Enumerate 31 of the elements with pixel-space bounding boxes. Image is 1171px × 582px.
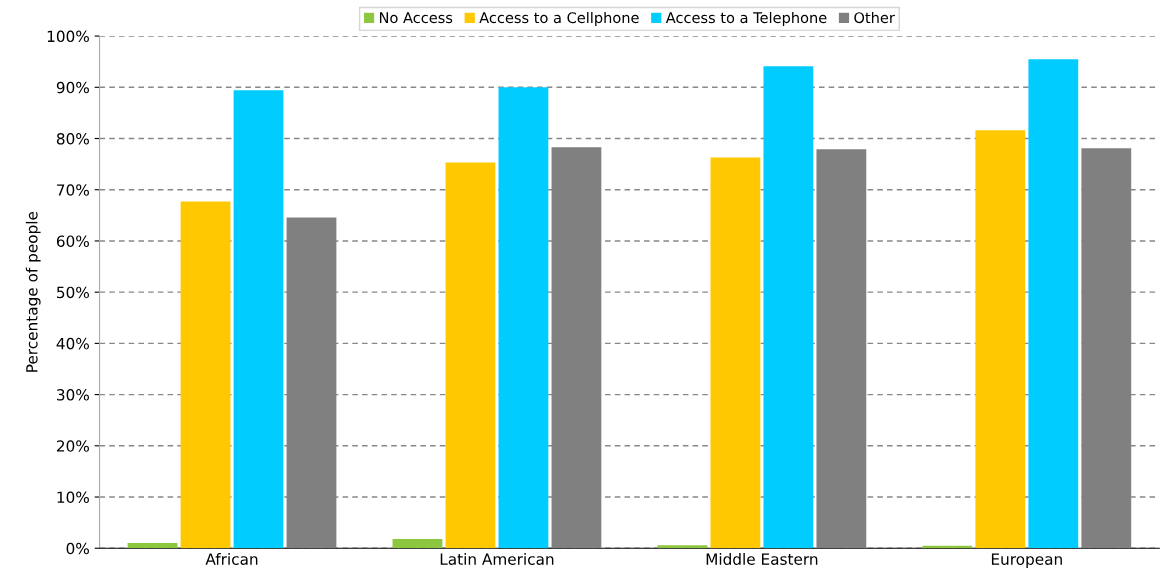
y-tick-label: 10% (57, 491, 89, 504)
y-tick-label: 80% (56, 132, 89, 145)
bar (1028, 59, 1079, 549)
x-tick-label: African (205, 553, 258, 565)
bar (498, 87, 549, 549)
bar (392, 539, 443, 549)
y-tick-label: 100% (47, 30, 89, 43)
y-axis-title: Percentage of people (25, 211, 41, 372)
legend-label: Access to a Telephone (665, 11, 827, 27)
y-tick-label: 70% (57, 184, 89, 196)
y-tick-label: 40% (56, 337, 89, 350)
y-tick-label: 20% (56, 440, 89, 452)
x-tick-label: Middle Eastern (706, 553, 818, 565)
bar (710, 157, 761, 549)
y-tick-label: 90% (56, 81, 89, 94)
legend-label: Access to a Cellphone (479, 11, 639, 27)
bar (657, 545, 708, 549)
bar (233, 90, 284, 549)
legend-label: No Access (379, 12, 453, 24)
bar (127, 543, 178, 549)
legend-label: Other (854, 11, 895, 24)
bar (445, 162, 496, 549)
y-tick-label: 30% (57, 389, 89, 401)
x-tick-label: European (991, 553, 1062, 568)
bar (763, 66, 814, 549)
y-tick-label: 60% (56, 235, 89, 247)
bar (180, 201, 231, 549)
y-tick-label: 0% (66, 542, 89, 555)
bar (975, 130, 1026, 549)
y-tick-label: 50% (57, 286, 89, 299)
x-tick-label: Latin American (440, 553, 554, 565)
